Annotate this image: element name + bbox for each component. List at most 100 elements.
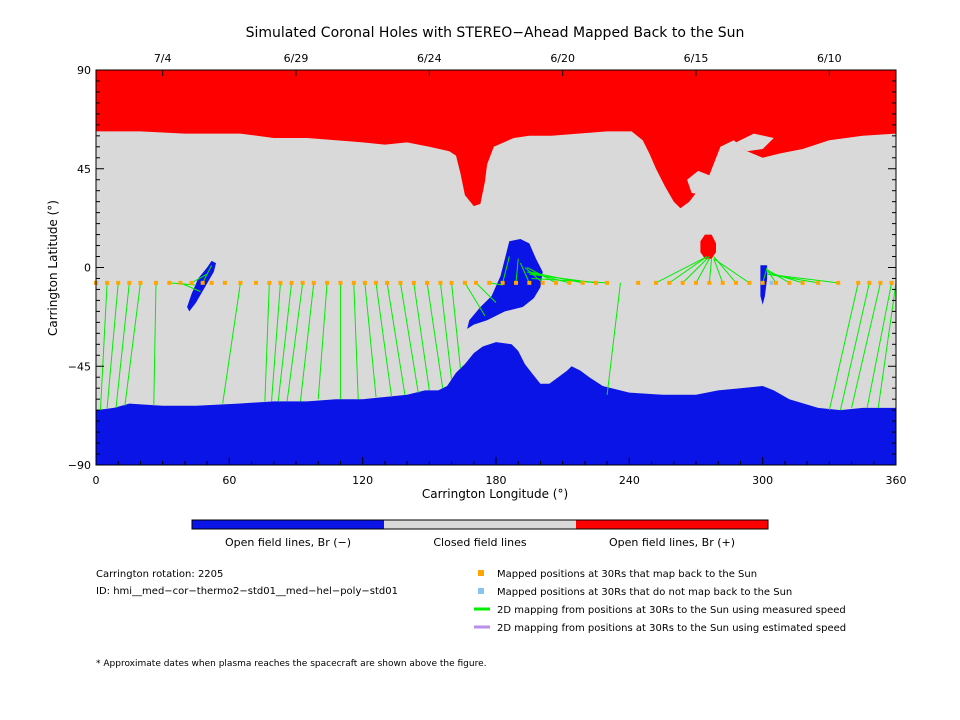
measured-speed-mapping-line	[426, 282, 444, 389]
mapped-position-point	[267, 280, 272, 285]
measured-speed-mapping-line	[124, 282, 141, 406]
measured-speed-mapping-line	[106, 282, 119, 408]
measured-speed-mapping-line	[489, 282, 503, 286]
mapped-position-point	[200, 280, 205, 285]
top-date-label: 6/20	[550, 52, 575, 65]
measured-speed-mapping-line	[606, 282, 621, 395]
mapped-position-point	[474, 280, 478, 285]
x-tick-label: 60	[222, 474, 236, 487]
model-id-text: ID: hmi__med−cor−thermo2−std01__med−hel−…	[96, 586, 398, 597]
legend-marker	[478, 570, 484, 576]
mapped-position-point	[209, 280, 214, 285]
negative-polar-coronal-hole	[96, 342, 896, 465]
measured-speed-mapping-line	[877, 282, 897, 409]
mapped-position-point	[311, 280, 316, 285]
measured-speed-mapping-line	[713, 258, 750, 284]
mapped-position-point	[362, 280, 367, 285]
mapped-position-point	[385, 280, 390, 285]
measured-speed-mapping-line	[153, 282, 157, 406]
closed-field-island	[687, 170, 712, 196]
colorbar-segment	[192, 520, 384, 529]
top-date-label: 6/29	[284, 52, 309, 65]
colorbar-label: Open field lines, Br (−)	[225, 536, 351, 549]
mapped-position-point	[462, 280, 467, 285]
x-tick-label: 300	[752, 474, 773, 487]
colorbar-segment	[384, 520, 576, 529]
mapped-position-point	[300, 280, 305, 285]
measured-speed-mapping-line	[695, 258, 710, 284]
mapped-position-point	[325, 280, 330, 285]
mapped-position-point	[222, 280, 227, 285]
positive-coronal-hole-patch	[700, 234, 716, 259]
legend-label: 2D mapping from positions at 30Rs to the…	[497, 623, 846, 634]
x-tick-label: 360	[886, 474, 907, 487]
mapped-position-point	[889, 280, 894, 285]
mapped-position-point	[720, 280, 725, 285]
measured-speed-mapping-line	[299, 282, 315, 402]
measured-speed-mapping-line	[413, 282, 430, 391]
axes: 0 60 120 180 240 300 360 −90 −45 0 45 90 7/4 6/29 6/24…	[68, 52, 907, 487]
mapped-position-point	[411, 280, 416, 285]
y-tick-label: 0	[84, 262, 91, 275]
measured-speed-mapping-line	[375, 282, 393, 398]
mapped-position-point	[514, 280, 518, 285]
measured-speed-mapping-line	[475, 282, 497, 303]
mapped-position-point	[398, 280, 403, 285]
measured-speed-mapping-line	[99, 282, 108, 411]
mapped-position-point	[238, 280, 243, 285]
measured-speed-mapping-line	[762, 267, 768, 284]
mapped-position-point	[856, 280, 861, 285]
mapped-position-point	[580, 280, 585, 285]
colorbar-label: Closed field lines	[433, 536, 527, 549]
mapped-position-point	[734, 280, 738, 285]
y-tick-label: −45	[68, 360, 91, 373]
measured-speed-mapping-line	[180, 282, 201, 293]
mapped-position-point	[867, 280, 872, 285]
legend-marker	[478, 588, 484, 594]
measured-speed-mapping-line	[866, 282, 893, 409]
mapped-position-point	[254, 280, 258, 285]
mapped-position-point	[878, 280, 883, 285]
mapped-position-point	[554, 280, 558, 285]
mapped-position-point	[800, 280, 805, 285]
y-tick-label: −90	[68, 459, 91, 472]
mapped-position-point	[567, 280, 572, 285]
measured-speed-mapping-line	[713, 258, 724, 284]
mapped-position-point	[636, 280, 641, 285]
measured-speed-mapping-line	[191, 273, 208, 284]
mapped-position-point	[351, 280, 356, 285]
measured-speed-mapping-line	[502, 256, 510, 283]
measured-speed-mapping-line	[353, 282, 359, 400]
negative-coronal-hole-patch	[467, 239, 543, 329]
mapped-position-point	[774, 280, 778, 285]
mapped-position-point	[167, 280, 172, 285]
measured-speed-mapping-line	[264, 282, 270, 402]
measured-speed-mapping-line	[669, 256, 708, 284]
unmapped-position-point	[769, 280, 774, 285]
measured-speed-mapping-line	[286, 282, 304, 402]
measured-speed-mapping-line	[524, 267, 543, 284]
mapped-position-point	[438, 280, 443, 285]
mapped-position-point	[105, 280, 110, 285]
colorbar-segment	[576, 520, 768, 529]
closed-field-island	[736, 133, 774, 152]
measured-speed-mapping-line	[451, 282, 461, 369]
mapped-position-point	[338, 280, 343, 285]
colorbar-frame	[191, 519, 769, 530]
mapped-position-point	[527, 280, 532, 285]
mapped-position-point	[487, 280, 492, 285]
mapped-position-point	[278, 280, 283, 285]
mapped-position-point	[289, 280, 294, 285]
mapped-position-point	[787, 280, 792, 285]
top-date-label: 6/24	[417, 52, 442, 65]
measured-speed-mapping-line	[767, 273, 839, 284]
chart-title: Simulated Coronal Holes with STEREO−Ahea…	[246, 25, 745, 41]
x-tick-label: 240	[619, 474, 640, 487]
measured-speed-mapping-line	[828, 282, 859, 411]
colorbar: Open field lines, Br (−) Closed field lin…	[191, 519, 769, 549]
mapped-position-point	[694, 280, 698, 285]
mapped-position-point	[189, 280, 194, 285]
y-axis-label: Carrington Latitude (°)	[46, 200, 60, 336]
measured-speed-mapping-line	[839, 282, 870, 411]
